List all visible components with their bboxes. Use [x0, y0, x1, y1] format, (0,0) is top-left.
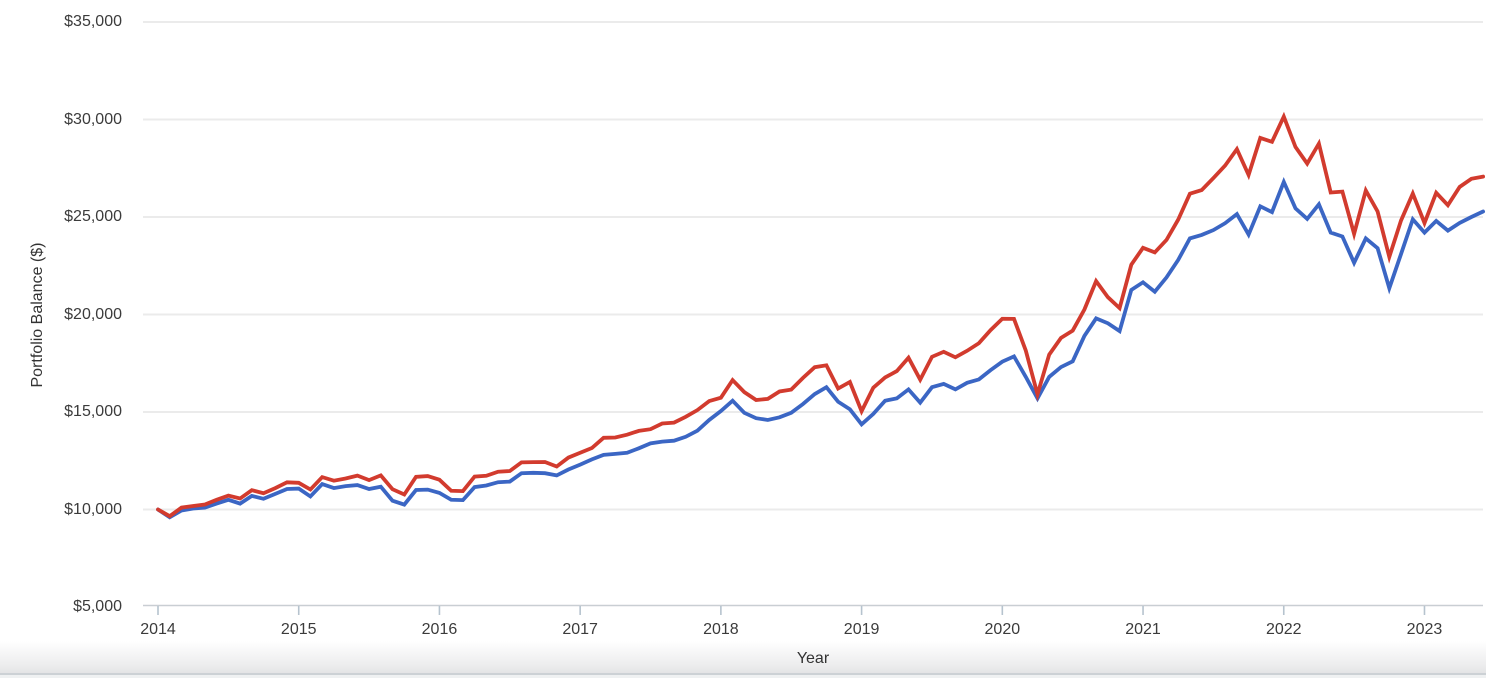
y-axis-tick-label: $35,000: [64, 13, 122, 30]
x-axis-title: Year: [796, 650, 830, 667]
y-axis-tick-label: $15,000: [64, 403, 122, 420]
data-series-lines: [156, 111, 1485, 520]
y-axis-tick-label: $10,000: [64, 500, 122, 518]
x-axis-tick-label: 2018: [703, 621, 739, 638]
x-axis-tick-label: 2014: [140, 621, 176, 638]
y-axis-tick-label: $30,000: [64, 110, 122, 128]
x-axis-tick-label: 2021: [1125, 621, 1161, 638]
y-axis-tick-label: $5,000: [73, 598, 122, 615]
x-axis-tick-label: 2019: [843, 621, 880, 638]
x-axis-tick-label: 2023: [1406, 621, 1443, 638]
y-axis-tick-label: $20,000: [64, 305, 122, 323]
y-axis-title: Portfolio Balance ($): [29, 242, 46, 388]
x-axis-tick-label: 2015: [280, 621, 317, 638]
x-axis-tick-label: 2020: [984, 621, 1021, 638]
blue-portfolio-line: [156, 176, 1485, 520]
x-axis-tick-label: 2022: [1265, 621, 1302, 638]
gridlines: [143, 21, 1483, 511]
x-axis-tick-label: 2017: [562, 621, 598, 638]
y-axis-tick-label: $25,000: [64, 208, 122, 225]
panel-bottom-strip: [0, 675, 1486, 678]
x-axis-tick-label: 2016: [421, 621, 458, 638]
red-portfolio-line: [156, 111, 1485, 519]
x-axis: [143, 604, 1483, 615]
